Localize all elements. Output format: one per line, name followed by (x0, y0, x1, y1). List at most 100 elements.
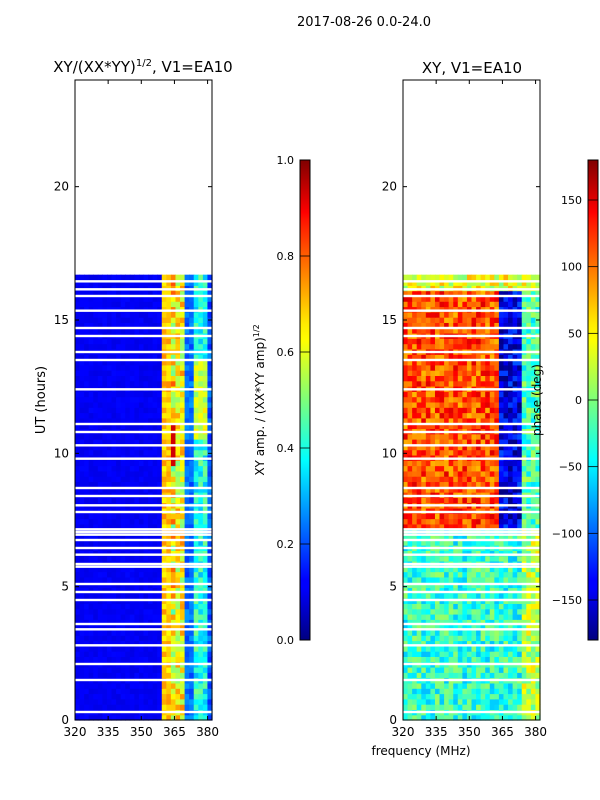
phase-heatmap-cell (498, 343, 505, 350)
amp-heatmap-cell (161, 433, 167, 440)
amp-heatmap-cell (93, 433, 99, 440)
phase-heatmap-cell (489, 306, 495, 313)
phase-heatmap-cell (439, 666, 445, 673)
phase-heatmap-cell (416, 401, 422, 408)
phase-heatmap-cell (494, 629, 500, 636)
amp-heatmap-cell (129, 698, 135, 705)
phase-heatmap-cell (485, 460, 491, 467)
phase-heatmap-cell (485, 518, 491, 525)
phase-heatmap-cell (403, 672, 409, 679)
amp-heatmap-cell (116, 481, 122, 488)
amp-heatmap-cell (111, 343, 117, 350)
phase-heatmap-cell (494, 354, 500, 361)
amp-heatmap-cell (84, 688, 90, 695)
amp-heatmap-cell (84, 370, 90, 376)
phase-heatmap-cell (508, 338, 514, 345)
amp-heatmap-cell (138, 370, 145, 376)
amp-heatmap-cell (180, 380, 186, 387)
amp-heatmap-cell (198, 470, 204, 477)
phase-heatmap-cell (503, 640, 509, 647)
phase-heatmap-cell (444, 370, 450, 376)
phase-heatmap-cell (526, 608, 532, 615)
phase-heatmap-cell (457, 693, 463, 700)
phase-heatmap-cell (530, 380, 537, 387)
amp-heatmap-cell (193, 666, 199, 673)
amp-heatmap-cell (138, 306, 145, 313)
amp-heatmap-cell (79, 666, 85, 673)
phase-heatmap-cell (503, 470, 509, 477)
phase-heatmap-cell (407, 470, 413, 477)
phase-heatmap-cell (535, 412, 541, 419)
amp-heatmap-cell (88, 550, 94, 557)
amp-heatmap-cell (97, 666, 103, 673)
amp-heatmap-cell (75, 290, 81, 297)
amp-heatmap-cell (102, 523, 108, 530)
phase-heatmap-cell (476, 364, 482, 371)
amp-heatmap-cell (157, 449, 163, 456)
phase-heatmap-cell (530, 555, 537, 562)
amp-heatmap-cell (106, 311, 113, 318)
phase-heatmap-cell (407, 444, 413, 451)
phase-heatmap-cell (517, 306, 523, 313)
phase-heatmap-cell (503, 656, 509, 663)
amp-heatmap-cell (143, 317, 149, 323)
amp-heatmap-cell (106, 698, 113, 705)
phase-heatmap-cell (489, 497, 495, 504)
phase-heatmap-cell (476, 301, 482, 308)
amp-heatmap-cell (148, 311, 154, 318)
phase-heatmap-cell (444, 439, 450, 445)
phase-heatmap-cell (535, 343, 541, 350)
phase-heatmap-cell (498, 391, 505, 398)
phase-heatmap-cell (453, 550, 459, 557)
amp-heatmap-cell (102, 640, 108, 647)
phase-heatmap-cell (425, 534, 431, 541)
phase-heatmap-cell (416, 698, 422, 705)
amp-heatmap-cell (102, 375, 108, 382)
amp-heatmap-cell (134, 550, 140, 557)
phase-heatmap-cell (407, 433, 413, 440)
amp-heatmap-cell (166, 656, 172, 663)
phase-heatmap-cell (471, 481, 477, 488)
phase-heatmap-cell (485, 370, 491, 376)
amp-heatmap-cell (207, 311, 213, 318)
amp-heatmap-cell (134, 359, 140, 366)
phase-heatmap-cell (430, 301, 436, 308)
phase-heatmap-cell (489, 338, 495, 345)
phase-heatmap-cell (521, 481, 527, 488)
amp-heatmap-cell (207, 566, 213, 573)
phase-heatmap-cell (407, 295, 413, 302)
amp-heatmap-cell (106, 688, 113, 695)
amp-heatmap-cell (120, 401, 126, 408)
amp-heatmap-cell (97, 571, 103, 578)
phase-heatmap-cell (430, 603, 436, 610)
amp-colorbar-tick-label: 0.2 (277, 538, 295, 551)
amp-heatmap-cell (180, 470, 186, 477)
amp-heatmap-cell (125, 370, 131, 376)
amp-heatmap-cell (189, 370, 195, 376)
phase-heatmap-cell (403, 460, 409, 467)
phase-heatmap-cell (512, 306, 518, 313)
phase-heatmap-cell (407, 656, 413, 663)
phase-heatmap-cell (448, 370, 454, 376)
phase-heatmap-cell (526, 714, 532, 721)
phase-heatmap-cell (407, 317, 413, 323)
phase-heatmap-cell (476, 682, 482, 689)
phase-heatmap-cell (462, 629, 468, 636)
phase-heatmap-cell (535, 401, 541, 408)
amp-heatmap-cell (198, 672, 204, 679)
phase-heatmap-cell (434, 571, 441, 578)
amp-heatmap-cell (93, 608, 99, 615)
phase-heatmap-cell (407, 359, 413, 366)
phase-heatmap-cell (476, 576, 482, 583)
amp-heatmap-cell (116, 523, 122, 530)
phase-heatmap-cell (453, 698, 459, 705)
phase-heatmap-cell (448, 465, 454, 472)
amp-heatmap-cell (106, 380, 113, 387)
amp-heatmap-cell (143, 338, 149, 345)
amp-heatmap-cell (148, 613, 154, 620)
amp-heatmap-cell (161, 566, 167, 573)
amp-heatmap-cell (125, 645, 131, 652)
phase-heatmap-cell (457, 476, 463, 483)
phase-heatmap-cell (517, 566, 523, 573)
amp-heatmap-cell (161, 465, 167, 472)
